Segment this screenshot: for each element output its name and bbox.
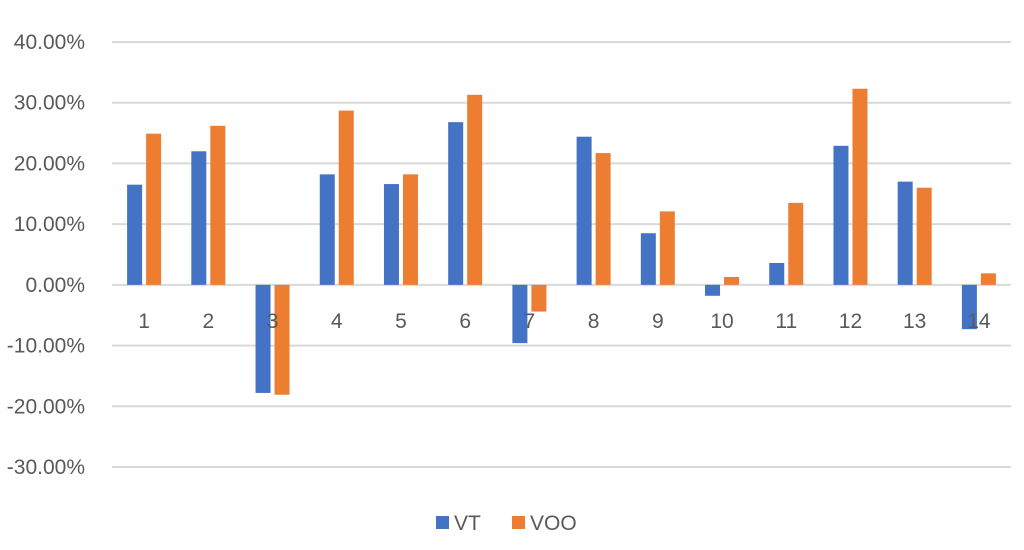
bar-voo-3 xyxy=(274,284,290,395)
bar-voo-4 xyxy=(338,110,354,285)
x-tick-label: 5 xyxy=(395,310,407,333)
x-tick-label: 13 xyxy=(903,310,926,333)
x-tick-label: 7 xyxy=(524,310,536,333)
bar-voo-12 xyxy=(852,88,868,285)
bar-vt-14 xyxy=(961,284,977,330)
x-tick-label: 11 xyxy=(775,310,797,333)
bar-vt-8 xyxy=(576,136,592,285)
gridlines xyxy=(112,41,1011,468)
y-tick-label: 10.00% xyxy=(14,213,85,236)
bars xyxy=(127,88,996,395)
x-tick-label: 4 xyxy=(331,310,343,333)
bar-voo-5 xyxy=(402,174,418,285)
bar-voo-1 xyxy=(146,133,162,285)
y-tick-label: -20.00% xyxy=(7,395,85,418)
bar-vt-11 xyxy=(769,263,785,285)
bar-vt-3 xyxy=(255,284,271,393)
legend-label-vt: VT xyxy=(454,512,481,535)
y-axis-labels: 40.00% 30.00% 20.00% 10.00% 0.00% -10.00% -20.… xyxy=(7,31,85,479)
y-tick-label: 30.00% xyxy=(14,92,85,115)
bar-voo-7 xyxy=(531,284,547,312)
bar-voo-13 xyxy=(916,187,932,285)
bar-vt-6 xyxy=(448,122,464,285)
legend-swatch-vt xyxy=(436,516,449,529)
legend-label-voo: VOO xyxy=(530,512,577,535)
x-tick-label: 3 xyxy=(267,310,279,333)
y-tick-label: 40.00% xyxy=(14,31,85,54)
x-tick-label: 12 xyxy=(839,310,862,333)
legend: VT VOO xyxy=(436,512,577,535)
bar-vt-12 xyxy=(833,145,849,285)
bar-vt-13 xyxy=(897,181,913,285)
bar-vt-9 xyxy=(640,233,656,285)
y-tick-label: -10.00% xyxy=(7,335,85,358)
bar-voo-9 xyxy=(659,211,675,285)
bar-vt-2 xyxy=(191,151,207,285)
legend-swatch-voo xyxy=(512,516,525,529)
bar-vt-1 xyxy=(127,184,143,285)
y-tick-label: -30.00% xyxy=(7,456,85,479)
x-tick-label: 10 xyxy=(710,310,733,333)
bar-voo-6 xyxy=(467,94,483,285)
bar-voo-10 xyxy=(724,276,740,285)
bar-voo-2 xyxy=(210,125,226,285)
x-tick-label: 6 xyxy=(459,310,471,333)
bar-vt-10 xyxy=(705,284,721,296)
y-tick-label: 0.00% xyxy=(25,274,85,297)
x-tick-label: 8 xyxy=(588,310,600,333)
x-tick-label: 9 xyxy=(652,310,664,333)
y-tick-label: 20.00% xyxy=(14,152,85,175)
bar-voo-14 xyxy=(980,273,996,285)
bar-vt-5 xyxy=(383,184,399,285)
bar-vt-4 xyxy=(319,174,335,285)
x-tick-label: 1 xyxy=(138,310,150,333)
bar-vt-7 xyxy=(512,284,528,344)
bar-voo-8 xyxy=(595,153,611,285)
x-tick-label: 14 xyxy=(967,310,991,333)
bar-voo-11 xyxy=(788,202,804,285)
x-tick-label: 2 xyxy=(202,310,214,333)
x-axis-labels: 1 2 3 4 5 6 7 8 9 10 11 12 13 14 xyxy=(138,310,991,333)
